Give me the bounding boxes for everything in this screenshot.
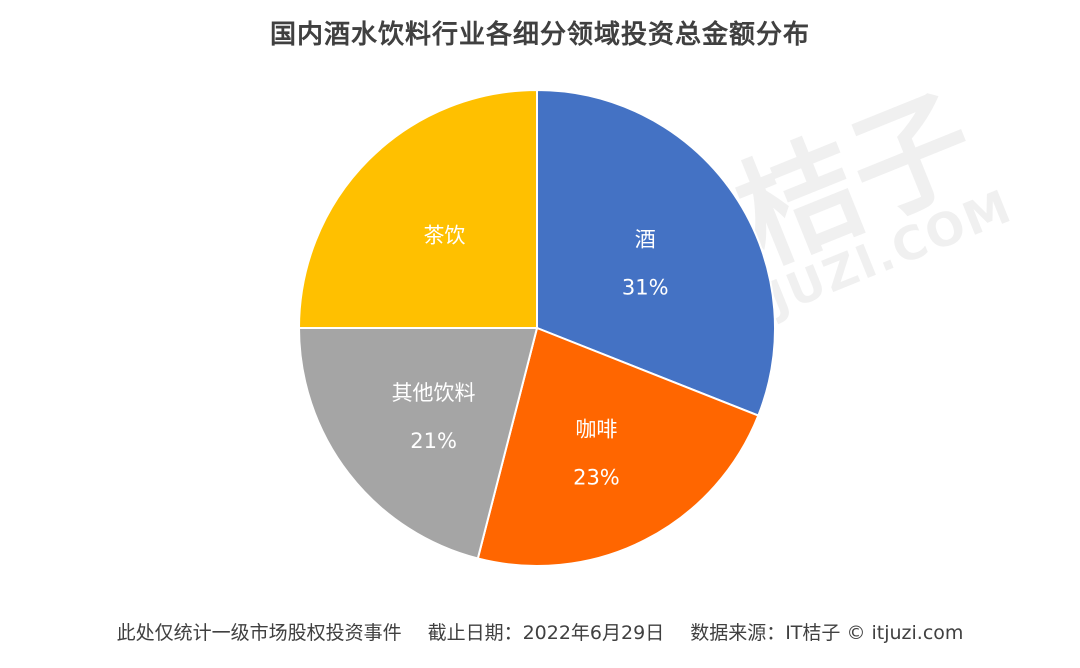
pie-slice-3 [297,88,538,329]
slice-label-3: 茶饮 [423,223,465,247]
chart-title: 国内酒水饮料行业各细分领域投资总金额分布 [269,20,810,50]
slice-label-2: 其他饮料 [392,381,476,405]
footer-source: 数据来源：IT桔子 © itjuzi.com [690,622,964,644]
pie-slice-0 [536,88,776,417]
slice-value-2: 21% [410,429,457,453]
footer: 此处仅统计一级市场股权投资事件 截止日期：2022年6月29日 数据来源：IT桔子 … [0,618,1080,645]
slice-value-1: 23% [573,466,620,490]
slice-value-0: 31% [622,275,669,299]
pie-slice-1 [476,326,760,567]
footer-date: 截止日期：2022年6月29日 [427,622,665,644]
pie-slices [297,88,776,567]
pie-slice-2 [297,327,539,560]
pie-labels: 酒 31% 咖啡 23% 其他饮料 21% 茶饮 [392,223,669,489]
footer-note: 此处仅统计一级市场股权投资事件 [116,622,402,644]
slice-label-0: 酒 [635,227,656,251]
slice-label-1: 咖啡 [575,418,617,442]
